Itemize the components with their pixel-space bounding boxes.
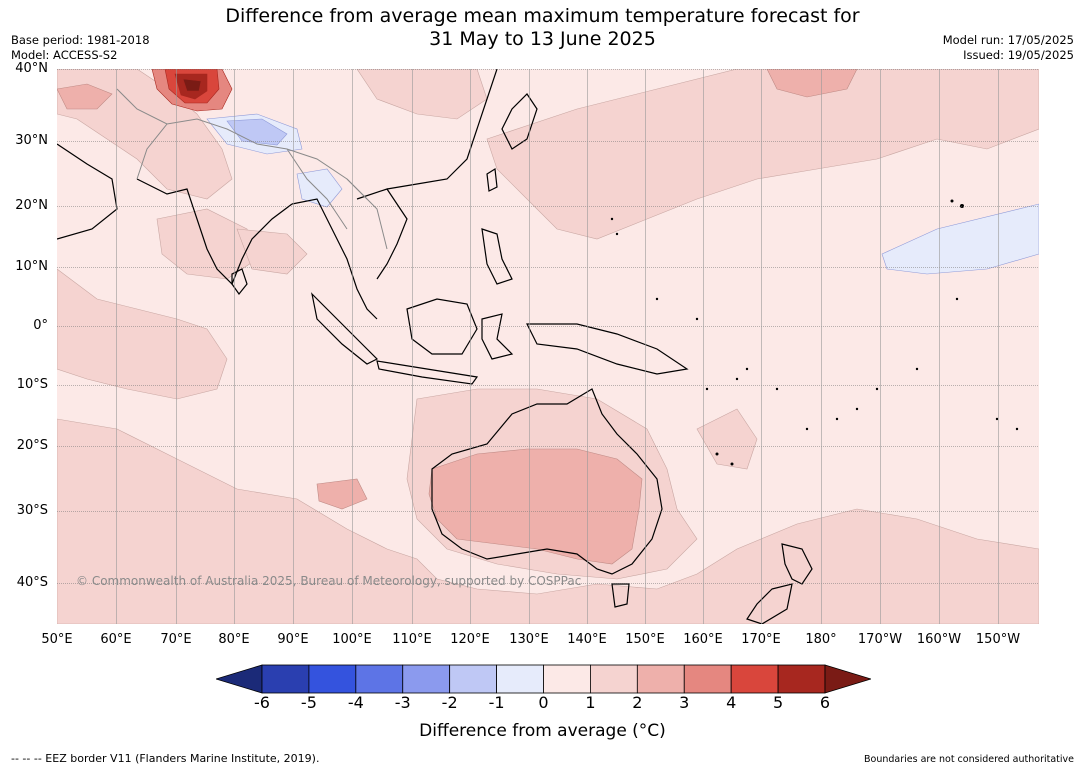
colorbar-tick-label: 4 bbox=[726, 693, 737, 712]
colorbar-tick-label: 1 bbox=[585, 693, 596, 712]
anomaly-2-3-regions bbox=[57, 69, 858, 565]
colorbar-cell bbox=[730, 664, 779, 694]
title-line-2: 31 May to 13 June 2025 bbox=[429, 28, 656, 50]
colorbar-tick-label: 0 bbox=[538, 693, 549, 712]
colorbar bbox=[216, 664, 871, 694]
latitude-label: 30°S bbox=[16, 503, 48, 518]
country-borders bbox=[116, 88, 388, 250]
longitude-label: 170°W bbox=[857, 632, 903, 647]
latitude-label: 40°N bbox=[15, 61, 48, 76]
longitude-label: 80°E bbox=[218, 632, 250, 647]
map-title: Difference from average mean maximum tem… bbox=[0, 5, 1085, 51]
meta-right: Model run: 17/05/2025 Issued: 19/05/2025 bbox=[943, 33, 1074, 63]
longitude-label: 120°E bbox=[450, 632, 490, 647]
longitude-label: 150°E bbox=[625, 632, 665, 647]
latitude-label: 30°N bbox=[15, 133, 48, 148]
longitude-label: 160°W bbox=[916, 632, 962, 647]
longitude-label: 170°E bbox=[741, 632, 781, 647]
pacific-islands bbox=[610, 199, 1019, 466]
longitude-label: 50°E bbox=[41, 632, 73, 647]
latitude-label: 40°S bbox=[16, 575, 48, 590]
colorbar-tick-label: -4 bbox=[347, 693, 364, 712]
colorbar-tick-label: 5 bbox=[772, 693, 784, 712]
colorbar-tick-label: -6 bbox=[254, 693, 270, 712]
longitude-label: 100°E bbox=[332, 632, 372, 647]
forecast-map bbox=[57, 69, 1039, 624]
eez-note: -- -- -- EEZ border V11 (Flanders Marine… bbox=[11, 752, 320, 765]
title-line-1: Difference from average mean maximum tem… bbox=[225, 5, 860, 27]
longitude-label: 180° bbox=[805, 632, 837, 647]
latitude-label: 0° bbox=[33, 318, 48, 333]
colorbar-tick-label: 3 bbox=[679, 693, 690, 712]
colorbar-cell bbox=[636, 664, 685, 694]
base-period: Base period: 1981-2018 bbox=[11, 33, 150, 47]
colorbar-cell bbox=[496, 664, 544, 694]
longitude-label: 60°E bbox=[100, 632, 132, 647]
longitude-label: 90°E bbox=[277, 632, 309, 647]
meta-left: Base period: 1981-2018 Model: ACCESS-S2 bbox=[11, 33, 150, 63]
colorbar-tick-label: -5 bbox=[300, 693, 317, 712]
colorbar-cell bbox=[308, 664, 357, 694]
colorbar-cell bbox=[543, 664, 591, 694]
longitude-label: 140°E bbox=[567, 632, 607, 647]
model-name: Model: ACCESS-S2 bbox=[11, 48, 118, 62]
longitude-label: 70°E bbox=[160, 632, 192, 647]
longitude-label: 150°W bbox=[975, 632, 1021, 647]
colorbar-extend-low bbox=[216, 664, 263, 694]
colorbar-tick-label: -1 bbox=[488, 693, 505, 712]
latitude-label: 10°S bbox=[16, 377, 48, 392]
longitude-label: 130°E bbox=[509, 632, 549, 647]
colorbar-cell bbox=[402, 664, 451, 694]
longitude-label: 110°E bbox=[392, 632, 432, 647]
colorbar-tick-label: 6 bbox=[819, 693, 831, 712]
boundaries-note: Boundaries are not considered authoritat… bbox=[864, 754, 1074, 765]
anomaly-hotspot bbox=[151, 69, 233, 112]
colorbar-tick-label: -2 bbox=[441, 693, 458, 712]
colorbar-cell bbox=[449, 664, 497, 694]
colorbar-cell bbox=[355, 664, 404, 694]
colorbar-label: Difference from average (°C) bbox=[419, 721, 666, 741]
copyright-text: © Commonwealth of Australia 2025, Bureau… bbox=[76, 574, 582, 588]
latitude-label: 10°N bbox=[15, 259, 48, 274]
latitude-label: 20°N bbox=[15, 198, 48, 213]
colorbar-cell bbox=[590, 664, 638, 694]
latitude-label: 20°S bbox=[16, 438, 48, 453]
coastlines bbox=[57, 69, 813, 624]
longitude-label: 160°E bbox=[683, 632, 723, 647]
colorbar-extend-high bbox=[824, 664, 871, 694]
graticule bbox=[57, 69, 1039, 624]
anomaly-negative-regions bbox=[206, 113, 1039, 275]
colorbar-cell bbox=[261, 664, 310, 694]
colorbar-tick-label: 2 bbox=[632, 693, 643, 712]
colorbar-cell bbox=[683, 664, 732, 694]
model-run: Model run: 17/05/2025 bbox=[942, 33, 1074, 47]
colorbar-cell bbox=[777, 664, 826, 694]
colorbar-tick-label: -3 bbox=[394, 693, 411, 712]
issued-date: Issued: 19/05/2025 bbox=[963, 48, 1074, 62]
